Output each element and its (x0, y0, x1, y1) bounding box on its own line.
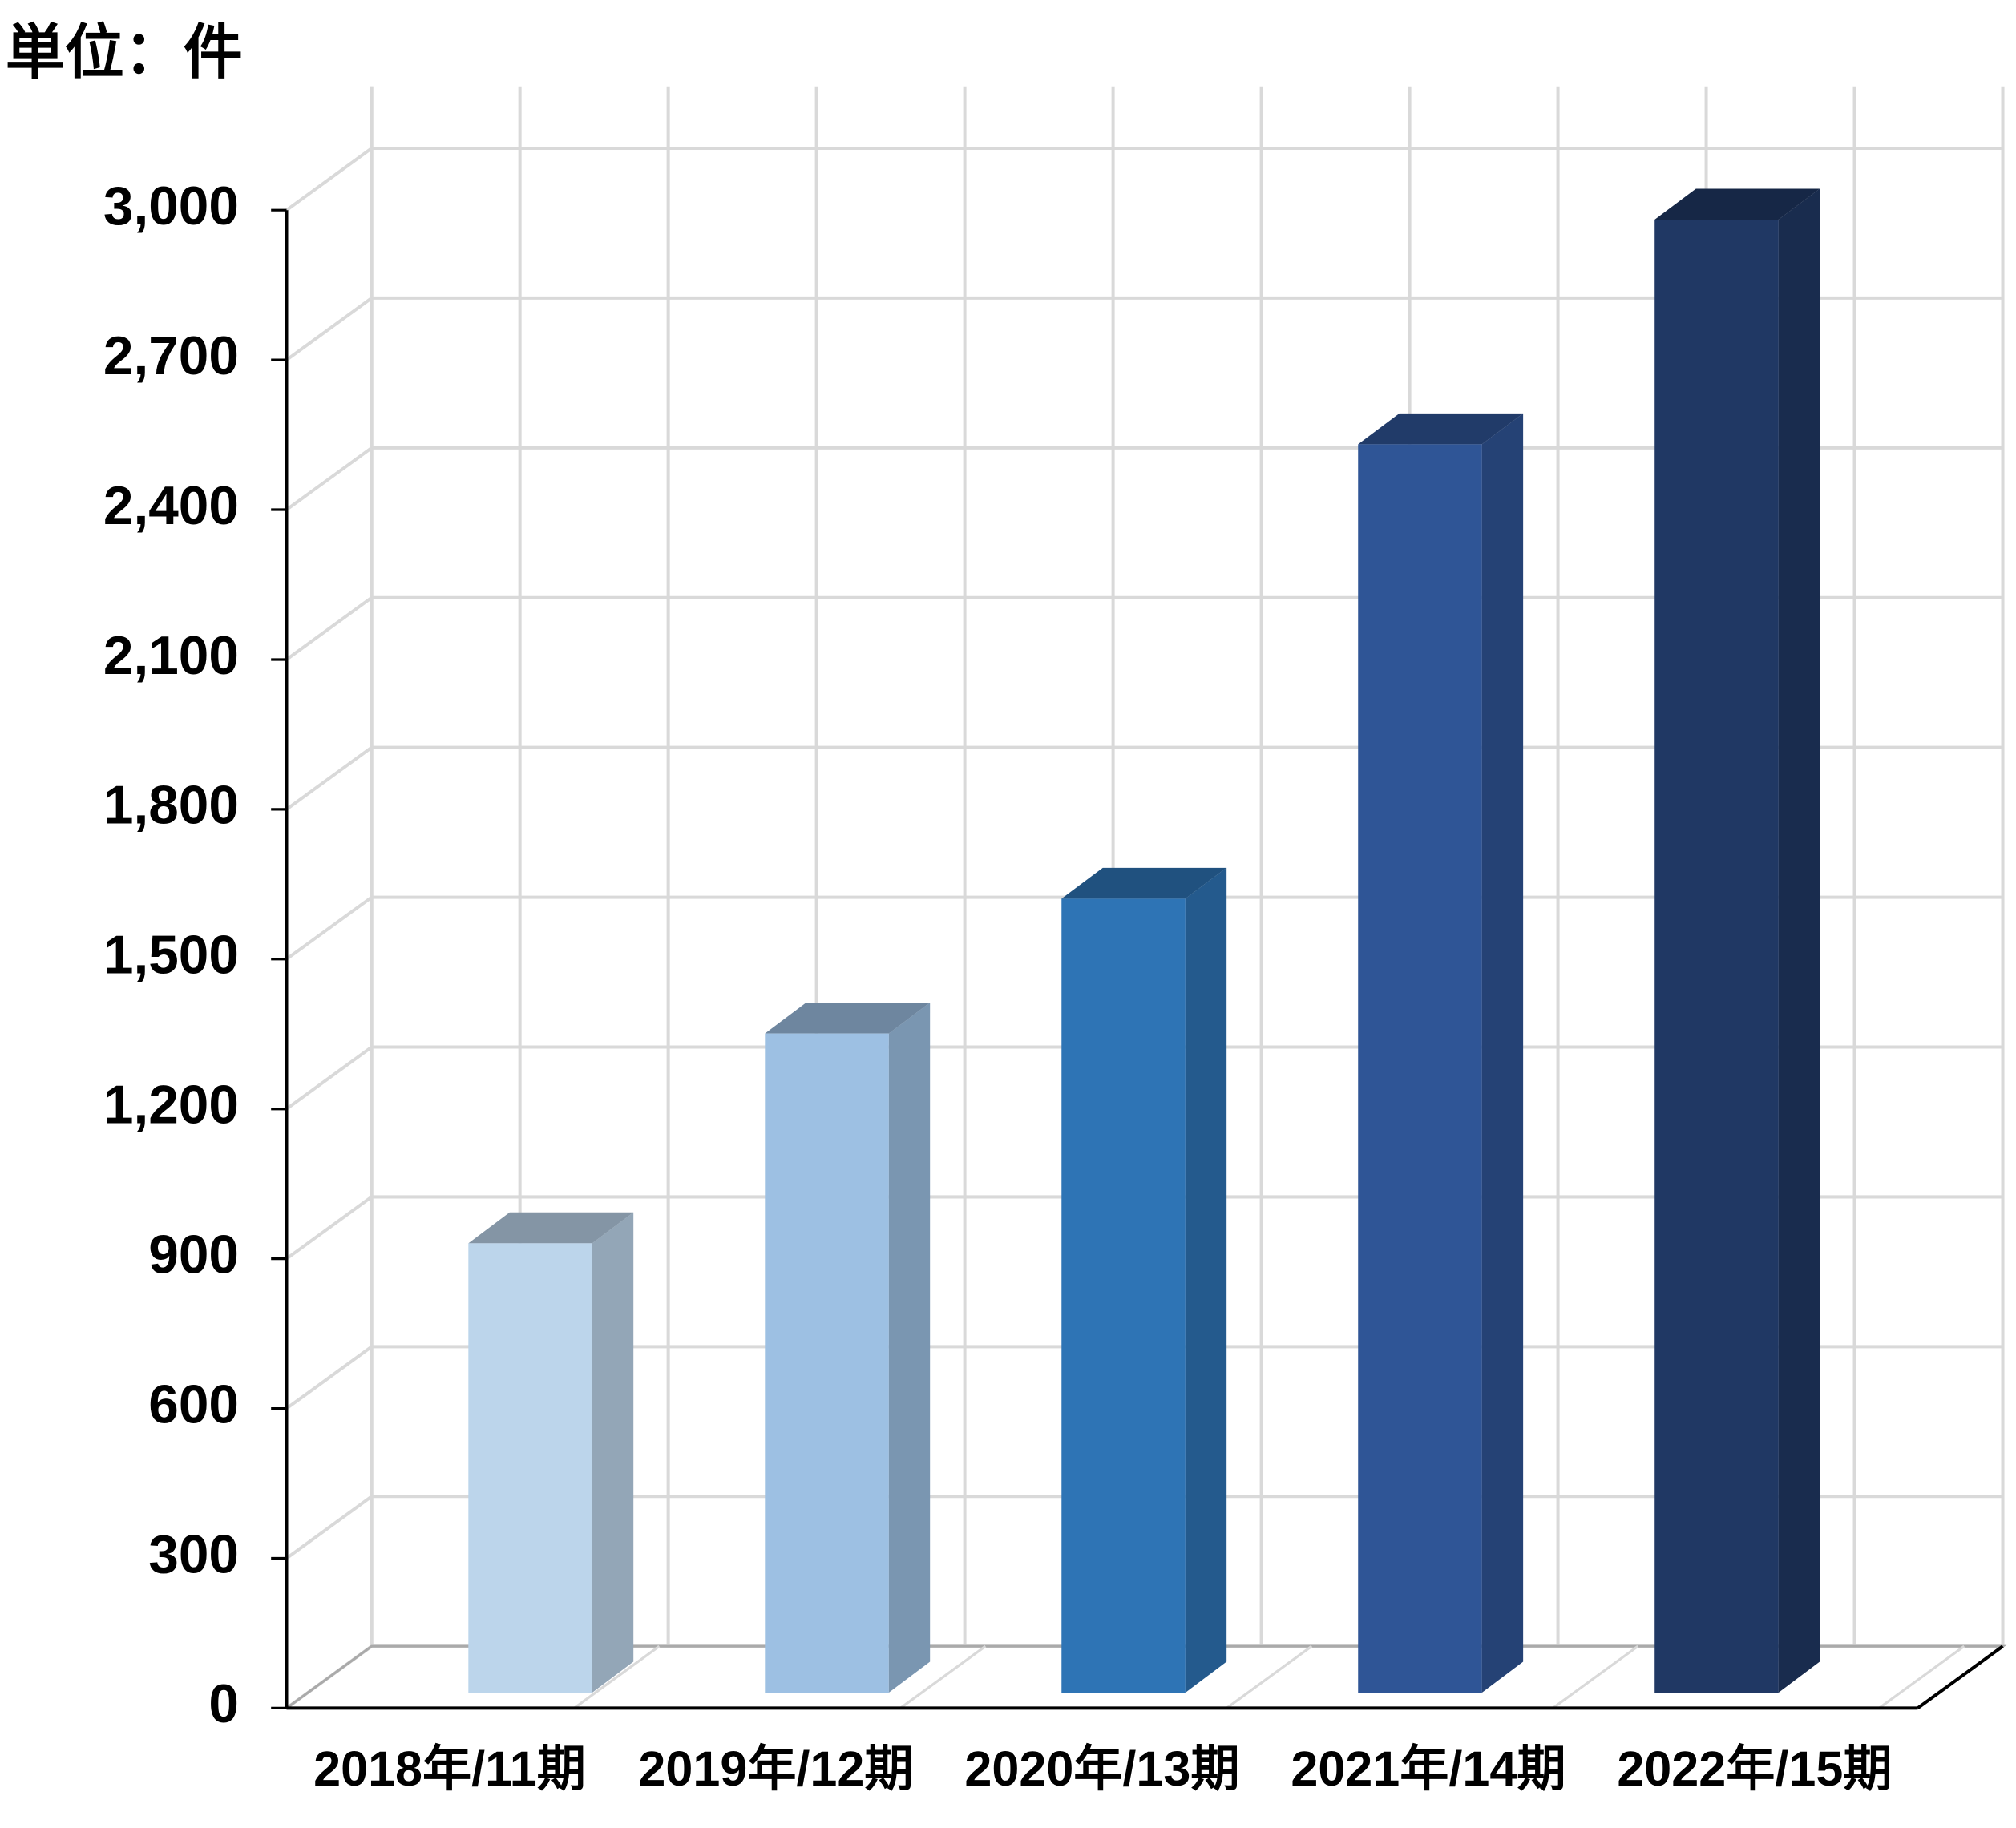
bar (1358, 444, 1482, 1693)
y-tick-label: 600 (148, 1374, 239, 1435)
bar-side (1185, 867, 1227, 1693)
floor-line (1878, 1644, 1965, 1709)
bar (1061, 898, 1186, 1693)
bar (765, 1033, 889, 1693)
side-grid-line (285, 596, 373, 661)
side-grid-line (285, 1195, 373, 1261)
side-grid-line (285, 746, 373, 811)
bar (468, 1243, 592, 1693)
bar-top (1654, 188, 1820, 220)
y-tick-label: 1,800 (103, 776, 239, 836)
y-tick-label: 0 (208, 1674, 239, 1734)
y-tick-label: 1,200 (103, 1075, 239, 1136)
bar-side (592, 1212, 634, 1693)
y-tick-label: 2,400 (103, 476, 239, 536)
bar-top (1061, 867, 1227, 899)
bar-side (1481, 413, 1524, 1693)
y-tick-label: 2,700 (103, 326, 239, 386)
floor-line (899, 1644, 987, 1709)
side-grid-line (285, 446, 373, 511)
side-grid-line (285, 297, 373, 361)
side-grid-line (285, 1495, 373, 1560)
bar-side (888, 1003, 931, 1693)
y-tick-label: 300 (148, 1524, 239, 1584)
side-grid-line (285, 147, 373, 212)
x-tick-label: 2019年/12期 (638, 1741, 913, 1796)
x-tick-label: 2018年/11期 (313, 1741, 586, 1796)
bar-top (765, 1003, 931, 1034)
bar (1654, 220, 1779, 1693)
y-tick-label: 1,500 (103, 926, 239, 986)
x-tick-label: 2020年/13期 (964, 1741, 1239, 1796)
y-tick-label: 3,000 (103, 176, 239, 236)
bar-side (1778, 188, 1820, 1693)
x-tick-label: 2022年/15期 (1617, 1741, 1892, 1796)
bar-top (468, 1212, 634, 1244)
floor-line (573, 1644, 661, 1709)
bar-top (1358, 413, 1524, 445)
side-grid-line (285, 1045, 373, 1111)
side-grid-line (285, 1345, 373, 1410)
side-grid-line (285, 895, 373, 961)
chart-title: 単位：件 (6, 18, 243, 85)
x-tick-label: 2021年/14期 (1291, 1741, 1566, 1796)
x-axis-depth (1917, 1644, 2004, 1710)
y-tick-label: 2,100 (103, 626, 239, 686)
floor-line (1552, 1644, 1639, 1709)
y-tick-label: 900 (148, 1225, 239, 1285)
floor-line (1226, 1644, 1313, 1709)
